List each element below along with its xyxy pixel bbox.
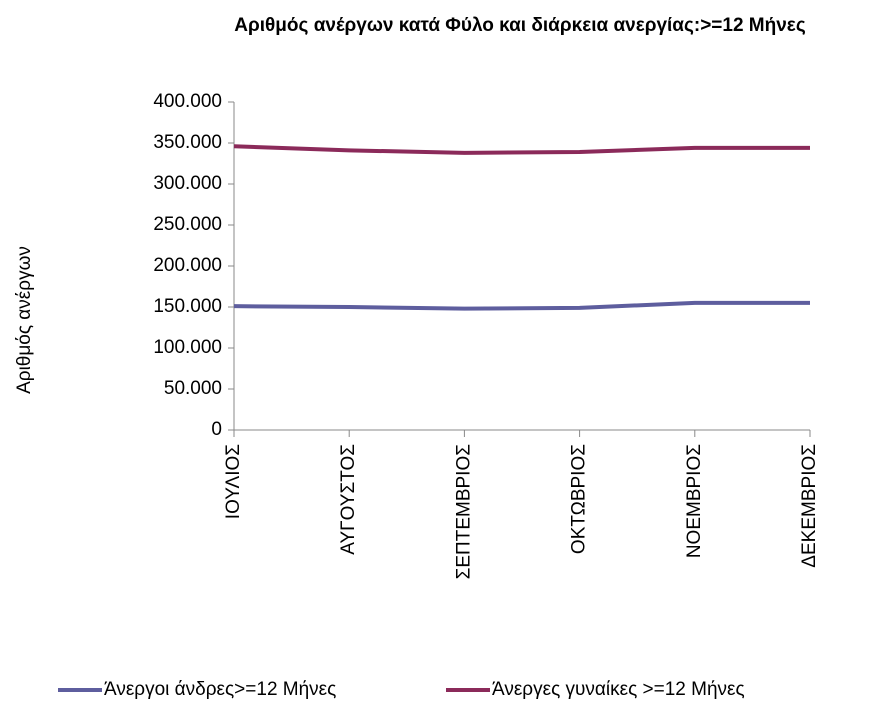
- y-tick-label: 250.000: [153, 214, 222, 235]
- chart-title: Αριθμός ανέργων κατά Φύλο και διάρκεια α…: [234, 15, 806, 36]
- y-tick-label: 100.000: [153, 337, 222, 358]
- x-tick-label: ΟΚΤΩΒΡΙΟΣ: [569, 444, 590, 554]
- y-tick-label: 50.000: [164, 378, 222, 399]
- x-tick-label: ΑΥΓΟΥΣΤΟΣ: [338, 444, 359, 555]
- x-tick-label: ΣΕΠΤΕΜΒΡΙΟΣ: [453, 444, 474, 579]
- series-line: [233, 300, 810, 311]
- y-tick-label: 150.000: [153, 296, 222, 317]
- y-tick-label: 400.000: [153, 91, 222, 112]
- legend-label: Άνεργες γυναίκες >=12 Μήνες: [492, 679, 745, 700]
- x-tick-label: ΙΟΥΛΙΟΣ: [223, 444, 244, 519]
- y-axis-label: Αριθμός ανέργων: [14, 246, 35, 394]
- legend-label: Άνεργοι άνδρες>=12 Μήνες: [104, 679, 336, 700]
- y-tick-label: 300.000: [153, 173, 222, 194]
- y-tick-label: 0: [211, 419, 222, 440]
- x-tick-label: ΝΟΕΜΒΡΙΟΣ: [684, 444, 705, 558]
- y-tick-label: 200.000: [153, 255, 222, 276]
- x-tick-label: ΔΕΚΕΜΒΡΙΟΣ: [799, 444, 820, 568]
- series-line: [233, 144, 810, 155]
- y-tick-label: 350.000: [153, 132, 222, 153]
